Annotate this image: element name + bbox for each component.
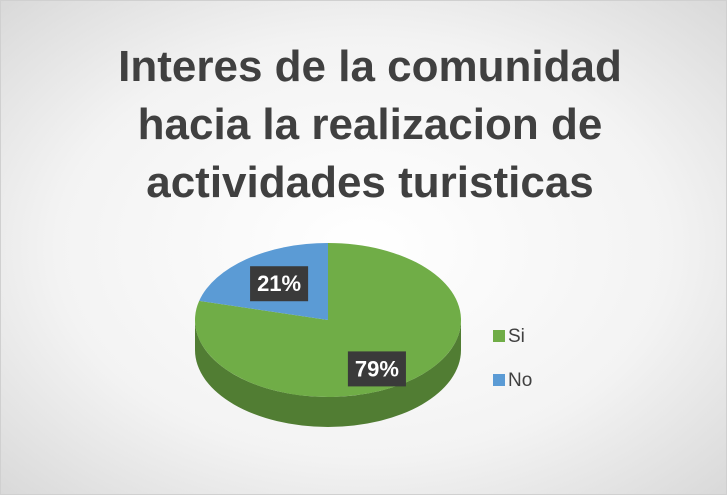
data-label-box	[347, 351, 406, 387]
legend-swatch	[493, 330, 505, 342]
pie-side	[195, 320, 461, 427]
data-label-group: 21%	[250, 266, 309, 302]
data-label: 79%	[355, 356, 399, 381]
chart-title: Interes de la comunidad hacia la realiza…	[118, 42, 622, 207]
data-label-box	[250, 266, 309, 302]
legend-label: No	[508, 370, 532, 391]
data-label: 21%	[257, 271, 301, 296]
legend-label: Si	[508, 326, 525, 347]
data-label-group: 79%	[347, 351, 406, 387]
legend-swatch	[493, 374, 505, 386]
